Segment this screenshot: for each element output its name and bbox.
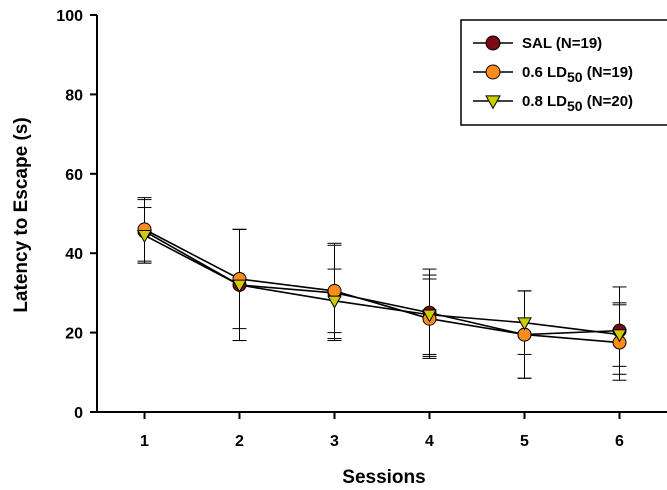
series-2-line (144, 228, 620, 344)
data-point (422, 309, 437, 323)
axes: 0 20 40 60 80 100 1 2 3 4 5 6 (56, 8, 667, 450)
x-tick-label: 4 (425, 433, 434, 450)
y-tick-label: 0 (74, 405, 83, 422)
plot-area (137, 197, 627, 381)
legend-marker (485, 35, 501, 51)
x-tick-label: 6 (615, 433, 624, 450)
legend-marker (485, 95, 501, 110)
legend-label: SAL (N=19) (522, 35, 602, 52)
legend-label: 0.8 LD50 (N=20) (522, 93, 633, 114)
y-tick-label: 60 (65, 167, 83, 184)
data-point (327, 283, 342, 298)
series-1-points (137, 224, 627, 342)
legend-item-3: 0.8 LD50 (N=20) (473, 93, 633, 114)
y-tick-label: 100 (56, 8, 83, 25)
series-3-line (144, 234, 620, 336)
series-3-points (137, 230, 627, 343)
legend-marker (485, 64, 501, 80)
legend: SAL (N=19) 0.6 LD50 (N=19) 0.8 LD50 (N=20) (460, 19, 667, 126)
x-axis-title: Sessions (342, 467, 425, 488)
data-point (612, 329, 627, 343)
x-tick-label: 2 (235, 433, 244, 450)
legend-label: 0.6 LD50 (N=19) (522, 64, 633, 85)
data-point (517, 317, 532, 331)
x-tick-label: 3 (330, 433, 339, 450)
y-tick-label: 80 (65, 87, 83, 104)
y-tick-label: 40 (65, 246, 83, 263)
legend-item-1: SAL (N=19) (473, 35, 602, 52)
series-1-errorbars (137, 199, 627, 379)
series-2-errorbars (137, 197, 627, 381)
series-2-points (137, 222, 627, 350)
legend-item-2: 0.6 LD50 (N=19) (473, 64, 633, 85)
series-3-errorbars (137, 207, 627, 367)
data-point (137, 230, 152, 244)
data-point (327, 295, 342, 309)
data-point (232, 279, 247, 293)
y-axis-title: Latency to Escape (s) (11, 117, 32, 312)
series-1-line (144, 230, 620, 336)
y-tick-label: 20 (65, 326, 83, 343)
x-tick-label: 5 (520, 433, 529, 450)
x-tick-label: 1 (140, 433, 149, 450)
